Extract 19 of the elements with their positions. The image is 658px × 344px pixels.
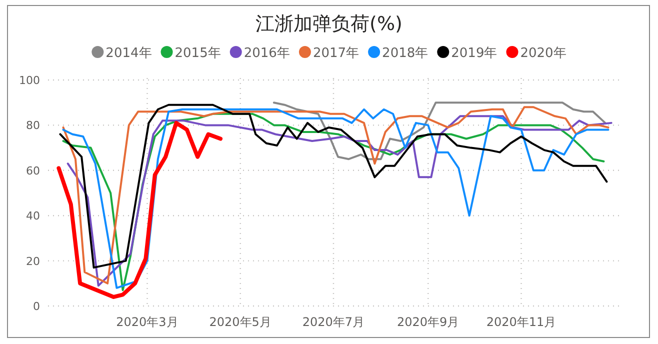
x-tick-label: 2020年7月 (302, 315, 365, 329)
x-tick-label: 2020年9月 (397, 315, 460, 329)
legend-label: 2018年 (382, 46, 428, 61)
chart-title: 江浙加弹负荷(%) (256, 13, 402, 35)
legend-label: 2019年 (451, 46, 498, 61)
legend-label: 2020年 (520, 46, 566, 61)
y-tick-label: 20 (26, 254, 40, 268)
legend-label: 2016年 (244, 46, 290, 61)
legend-label: 2014年 (106, 46, 152, 61)
x-tick-label: 2020年5月 (209, 315, 272, 329)
y-tick-label: 100 (19, 74, 40, 87)
y-tick-label: 0 (33, 300, 40, 313)
x-tick-label: 2020年3月 (116, 315, 178, 329)
y-tick-label: 80 (26, 119, 40, 132)
x-tick-label: 2020年11月 (486, 315, 556, 329)
y-tick-label: 40 (26, 210, 40, 223)
legend-label: 2017年 (312, 46, 360, 61)
legend-label: 2015年 (174, 46, 221, 61)
y-tick-label: 60 (26, 164, 40, 178)
